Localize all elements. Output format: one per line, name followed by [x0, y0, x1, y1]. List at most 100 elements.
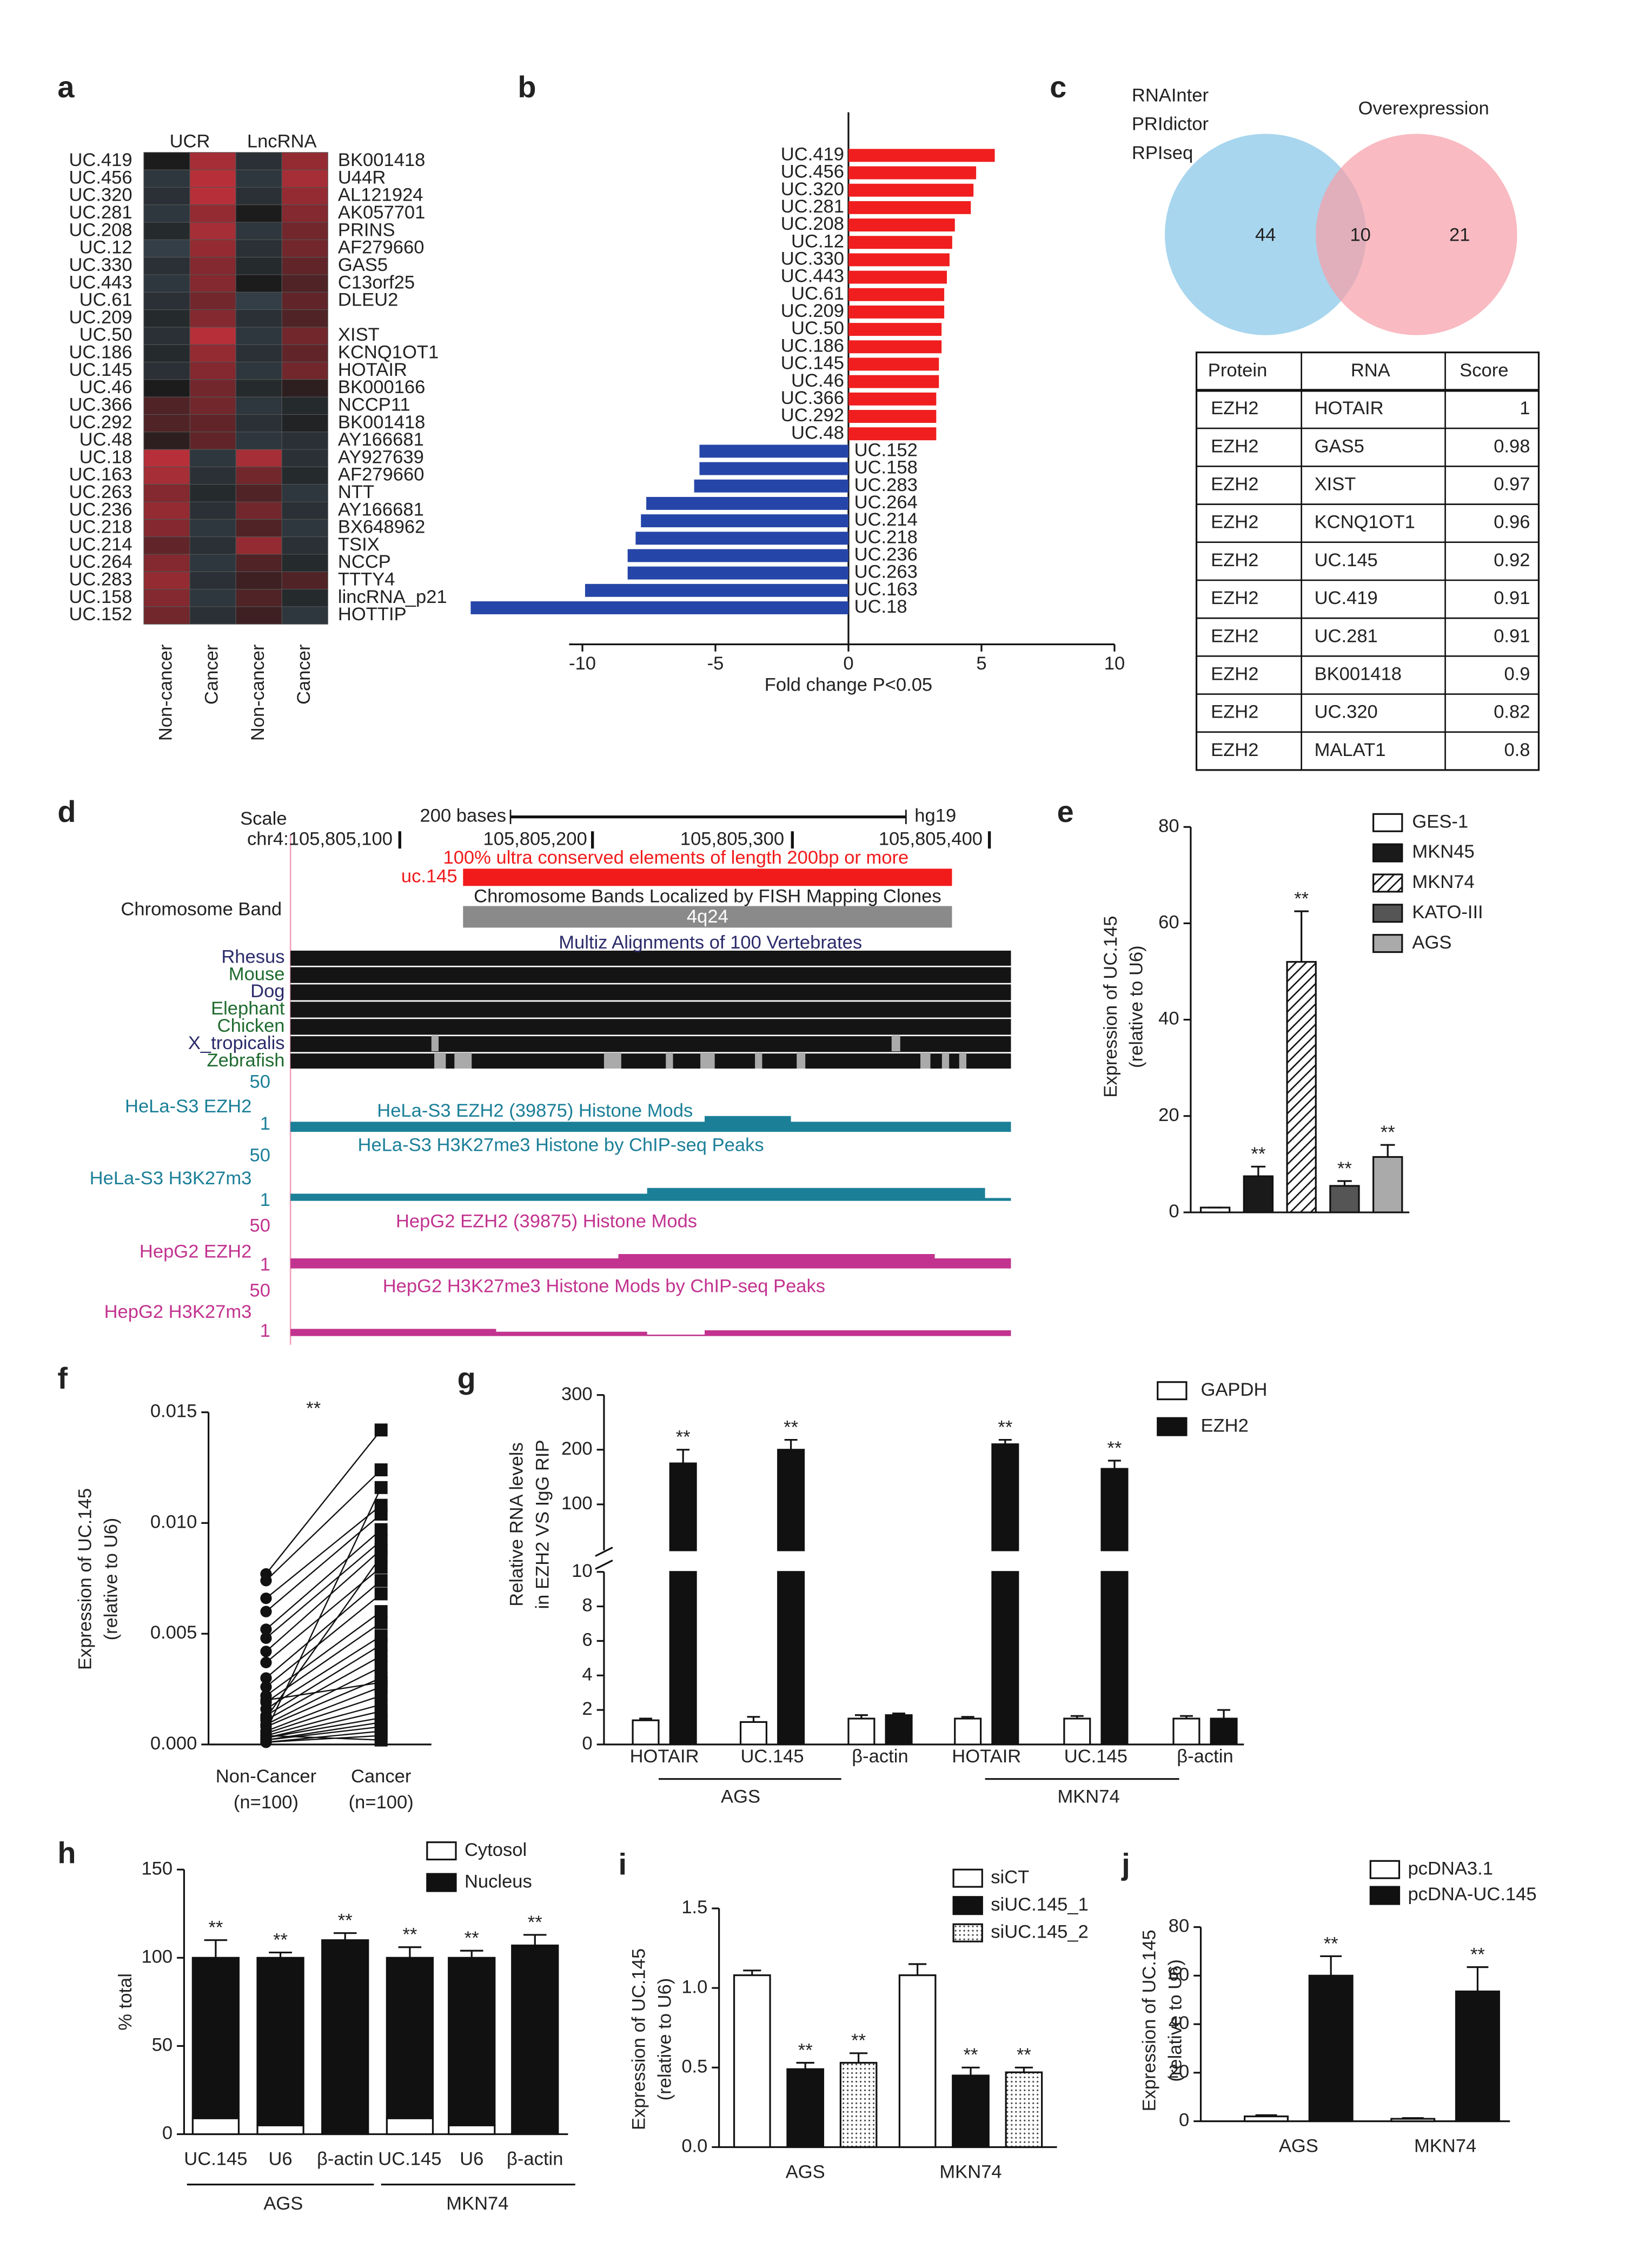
bar: [256, 1957, 304, 2126]
point: [260, 1672, 272, 1684]
venn-count: 10: [1350, 224, 1370, 245]
browser-text: hg19: [914, 806, 956, 826]
table-cell: 1: [1520, 398, 1530, 419]
species-label: X_tropicalis: [188, 1033, 285, 1053]
point: [260, 1681, 272, 1693]
error-bar: [961, 1716, 974, 1719]
bar: [1329, 1185, 1360, 1213]
heat-cell: [281, 152, 328, 170]
bar-label: UC.186: [781, 335, 844, 356]
row-label: UC.46: [79, 377, 132, 397]
error-bar: [1179, 1715, 1193, 1719]
heat-cell: [143, 362, 190, 380]
bar: [699, 445, 848, 458]
y-axis-label: (relative to U6): [101, 1518, 122, 1641]
bar: [669, 1571, 697, 1746]
x-tick-label: β-actin: [317, 2149, 373, 2170]
x-tick-label: UC.145: [1064, 1746, 1127, 1767]
bar: [694, 479, 848, 493]
position-label: 105,805,300: [680, 828, 784, 849]
table-cell: 0.97: [1494, 474, 1530, 495]
point: [260, 1646, 272, 1657]
track-max: 50: [249, 1280, 270, 1301]
heat-cell: [143, 396, 190, 415]
heat-cell: [143, 309, 190, 328]
y-tick-label: 0: [1179, 2110, 1189, 2131]
y-tick-label: 0.000: [150, 1733, 197, 1754]
y-axis-label: Relative RNA levels: [506, 1442, 527, 1607]
y-axis-label: (relative to U6): [654, 1978, 675, 2101]
table-cell: EZH2: [1211, 626, 1258, 646]
x-tick-label: AGS: [786, 2161, 825, 2182]
table-cell: EZH2: [1211, 664, 1258, 685]
pair-line: [266, 1666, 382, 1726]
heat-cell: [235, 274, 282, 293]
bar: [1100, 1571, 1129, 1746]
y-tick-label: 0: [162, 2123, 173, 2144]
row-label: UC.236: [69, 499, 132, 520]
y-tick-label: 2: [582, 1699, 592, 1719]
x-tick-sublabel: (n=100): [234, 1792, 299, 1813]
track-max: 50: [249, 1072, 270, 1092]
row-label: UC.419: [69, 150, 132, 170]
point: [374, 1733, 388, 1747]
table-cell: EZH2: [1211, 436, 1258, 456]
heat-cell: [281, 519, 328, 538]
legend-swatch: [1157, 1381, 1188, 1401]
heat-cell: [143, 222, 190, 240]
bar: [848, 253, 950, 267]
error-bar: [639, 1717, 652, 1721]
genome-layout: [289, 810, 1011, 1345]
heat-cell: [143, 169, 190, 188]
heat-cell: [235, 187, 282, 205]
point: [374, 1423, 388, 1437]
heat-cell: [281, 169, 328, 188]
row-label: UC.330: [69, 255, 132, 275]
heat-cell: [281, 414, 328, 433]
x-tick-label: β-actin: [1177, 1746, 1233, 1767]
table-header: RNA: [1351, 360, 1390, 381]
point: [260, 1729, 272, 1742]
heat-cell: [281, 554, 328, 572]
pair-line: [266, 1529, 382, 1630]
heat-cell: [235, 204, 282, 223]
track-title: Multiz Alignments of 100 Vertebrates: [559, 932, 862, 953]
y-tick-label: 20: [1158, 1105, 1179, 1125]
legend-label: GES-1: [1412, 811, 1468, 832]
legend-label: Nucleus: [465, 1871, 532, 1892]
x-tick-label: -10: [569, 653, 596, 674]
y-tick-label: 100: [561, 1493, 593, 1514]
error-bar: [1402, 2117, 1424, 2119]
y-axis-label: Expression of UC.145: [1139, 1929, 1160, 2111]
table-cell: 0.92: [1494, 550, 1530, 571]
position-label: 105,805,200: [483, 828, 587, 849]
point: [374, 1587, 388, 1601]
heat-cell: [189, 466, 236, 485]
error-bar: [398, 1946, 422, 1958]
legend-swatch: [1369, 1886, 1401, 1905]
legend-label: MKN45: [1412, 841, 1474, 862]
heat-cell: [235, 589, 282, 607]
bar: [777, 1571, 805, 1746]
heat-cell: [143, 501, 190, 520]
y-tick-label: 300: [561, 1384, 593, 1404]
row-label: UC.208: [69, 220, 132, 240]
track-title: HepG2 EZH2 (39875) Histone Mods: [396, 1211, 697, 1232]
heat-cell: [189, 344, 236, 363]
browser-text: Scale: [240, 808, 287, 829]
table-cell: EZH2: [1211, 512, 1258, 533]
point: [374, 1638, 388, 1652]
pair-line: [265, 1556, 382, 1719]
row-label: UC.152: [69, 604, 132, 625]
heat-cell: [189, 379, 236, 397]
table-cell: UC.320: [1315, 702, 1378, 722]
significance: **: [1337, 1158, 1352, 1179]
x-tick-label: 0: [843, 653, 853, 674]
heat-cell: [189, 484, 236, 502]
point: [374, 1660, 388, 1674]
heat-cell: [189, 414, 236, 433]
row-label-right: AY166681: [338, 499, 424, 520]
row-label-right: XIST: [338, 324, 380, 345]
table-cell: 0.98: [1494, 436, 1530, 456]
bar-label: UC.264: [854, 492, 918, 513]
